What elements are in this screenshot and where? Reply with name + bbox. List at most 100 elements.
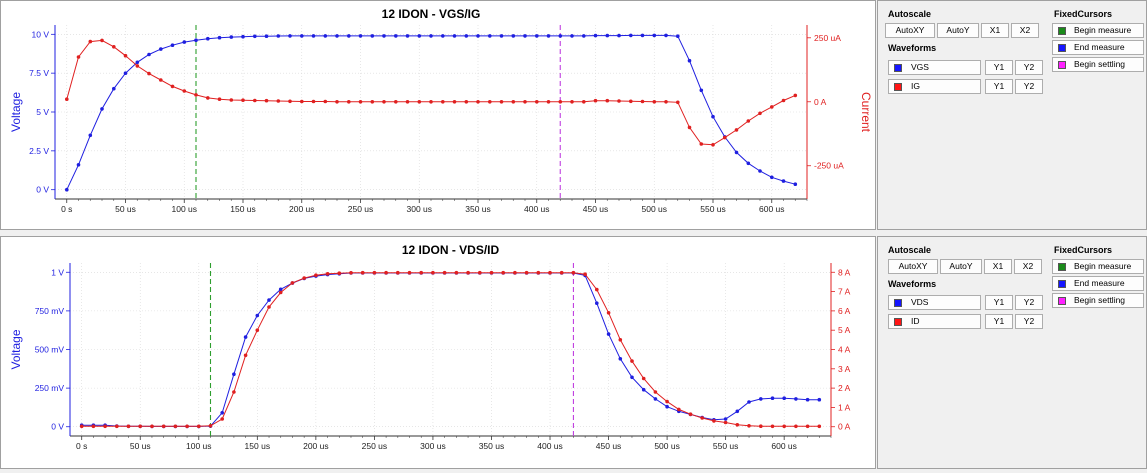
autoxy-button[interactable]: AutoXY [885, 23, 935, 38]
y2-button[interactable]: Y2 [1015, 60, 1043, 75]
y-tick-label: 0 V [36, 185, 49, 195]
control-panel: Autoscale AutoXY AutoY X1 X2 Waveforms V… [877, 0, 1147, 230]
y-axis-label: Voltage [9, 92, 23, 132]
waveform-toggle[interactable]: ID [888, 314, 981, 329]
cursor-begin-settling[interactable]: Begin settling [1052, 57, 1144, 72]
cursor-begin-measure[interactable]: Begin measure [1052, 23, 1144, 38]
data-point-vds [606, 332, 611, 336]
waveform-toggle[interactable]: IG [888, 79, 981, 94]
y-tick-label: 7.5 V [29, 68, 49, 78]
y2-button[interactable]: Y2 [1015, 79, 1043, 94]
data-point-ig [770, 105, 774, 109]
data-point-ig [335, 100, 339, 104]
data-point-id [91, 424, 96, 429]
data-point-id [759, 424, 763, 428]
data-point-ig [417, 100, 422, 104]
data-point-vgs [170, 43, 175, 47]
data-point-id [325, 272, 330, 276]
data-point-id [185, 424, 189, 429]
waveform-toggle[interactable]: VDS [888, 295, 981, 310]
data-point-id [278, 290, 283, 295]
x1-button[interactable]: X1 [981, 23, 1009, 38]
data-point-vds [255, 313, 260, 318]
y2-tick-label: 3 A [838, 364, 851, 374]
cursor-begin-measure[interactable]: Begin measure [1052, 259, 1144, 274]
data-point-ig [664, 100, 668, 104]
cursor-label: Begin measure [1074, 261, 1132, 271]
x-tick-label: 600 us [759, 204, 785, 214]
data-point-ig [276, 99, 281, 103]
color-swatch-icon [894, 318, 902, 326]
data-point-ig [546, 100, 551, 104]
data-point-vgs [323, 34, 328, 38]
data-point-ig [605, 98, 610, 103]
cursor-begin-settling[interactable]: Begin settling [1052, 293, 1144, 308]
data-point-vds [278, 287, 283, 292]
chart-title: 12 IDON - VGS/IG [382, 7, 481, 21]
data-point-id [606, 311, 611, 315]
autoy-button[interactable]: AutoY [937, 23, 979, 38]
y2-tick-label: 6 A [838, 306, 851, 316]
data-point-id [559, 270, 564, 275]
data-point-vgs [194, 38, 198, 42]
data-point-id [700, 416, 704, 420]
data-point-ig [194, 93, 198, 97]
waveform-toggle[interactable]: VGS [888, 60, 981, 75]
chart-title: 12 IDON - VDS/ID [402, 243, 500, 257]
data-point-ig [734, 128, 739, 132]
x2-button[interactable]: X2 [1011, 23, 1039, 38]
waveform-label: IG [911, 81, 920, 91]
data-point-id [618, 338, 623, 342]
autoy-button[interactable]: AutoY [940, 259, 982, 274]
data-point-ig [347, 100, 351, 104]
vds-id-chart: 12 IDON - VDS/ID 0 s 50 us 100 us 150 us 200 … [9, 243, 897, 451]
data-point-vgs [358, 34, 363, 38]
data-point-vgs [300, 34, 304, 38]
data-point-id [384, 270, 388, 275]
y2-button[interactable]: Y2 [1015, 314, 1043, 329]
data-point-vgs [405, 34, 410, 38]
data-point-vgs [488, 34, 492, 38]
data-point-ig [76, 55, 81, 59]
data-point-vgs [182, 40, 187, 44]
x-tick-label: 200 us [303, 441, 329, 451]
data-point-id [197, 424, 201, 429]
data-point-id [126, 424, 131, 429]
fixedcursors-title: FixedCursors [1054, 9, 1113, 19]
y1-button[interactable]: Y1 [985, 295, 1013, 310]
autoxy-button[interactable]: AutoXY [888, 259, 938, 274]
data-point-vgs [570, 34, 574, 38]
color-swatch-icon [1058, 61, 1066, 69]
data-point-ig [793, 93, 798, 98]
y2-button[interactable]: Y2 [1015, 295, 1043, 310]
data-point-id [794, 424, 798, 429]
x1-button[interactable]: X1 [984, 259, 1012, 274]
data-point-id [548, 270, 552, 275]
data-point-id [255, 328, 260, 332]
data-point-vgs [793, 182, 798, 186]
data-point-ig [147, 71, 151, 76]
data-point-id [173, 424, 178, 429]
cursor-end-measure[interactable]: End measure [1052, 40, 1144, 55]
waveform-panel-vgs-ig: 12 IDON - VGS/IG 0 s 50 us 100 us 150 us 200 … [0, 0, 1147, 230]
data-point-ig [370, 100, 375, 104]
data-point-id [407, 270, 412, 275]
y1-button[interactable]: Y1 [985, 60, 1013, 75]
data-point-vgs [264, 34, 269, 38]
data-point-vds [759, 397, 763, 401]
y1-button[interactable]: Y1 [985, 79, 1013, 94]
data-point-vgs [640, 33, 645, 38]
data-point-vds [805, 397, 810, 402]
x-tick-label: 450 us [596, 441, 622, 451]
series-line-ig [66, 39, 796, 146]
data-point-id [290, 281, 295, 285]
x-tick-label: 150 us [245, 441, 271, 451]
color-swatch-icon [894, 299, 902, 307]
data-point-ig [253, 98, 257, 103]
x2-button[interactable]: X2 [1014, 259, 1042, 274]
cursor-end-measure[interactable]: End measure [1052, 276, 1144, 291]
x-tick-label: 500 us [654, 441, 680, 451]
y1-button[interactable]: Y1 [985, 314, 1013, 329]
data-point-vds [220, 411, 224, 415]
y2-tick-label: -250 uA [814, 161, 844, 171]
